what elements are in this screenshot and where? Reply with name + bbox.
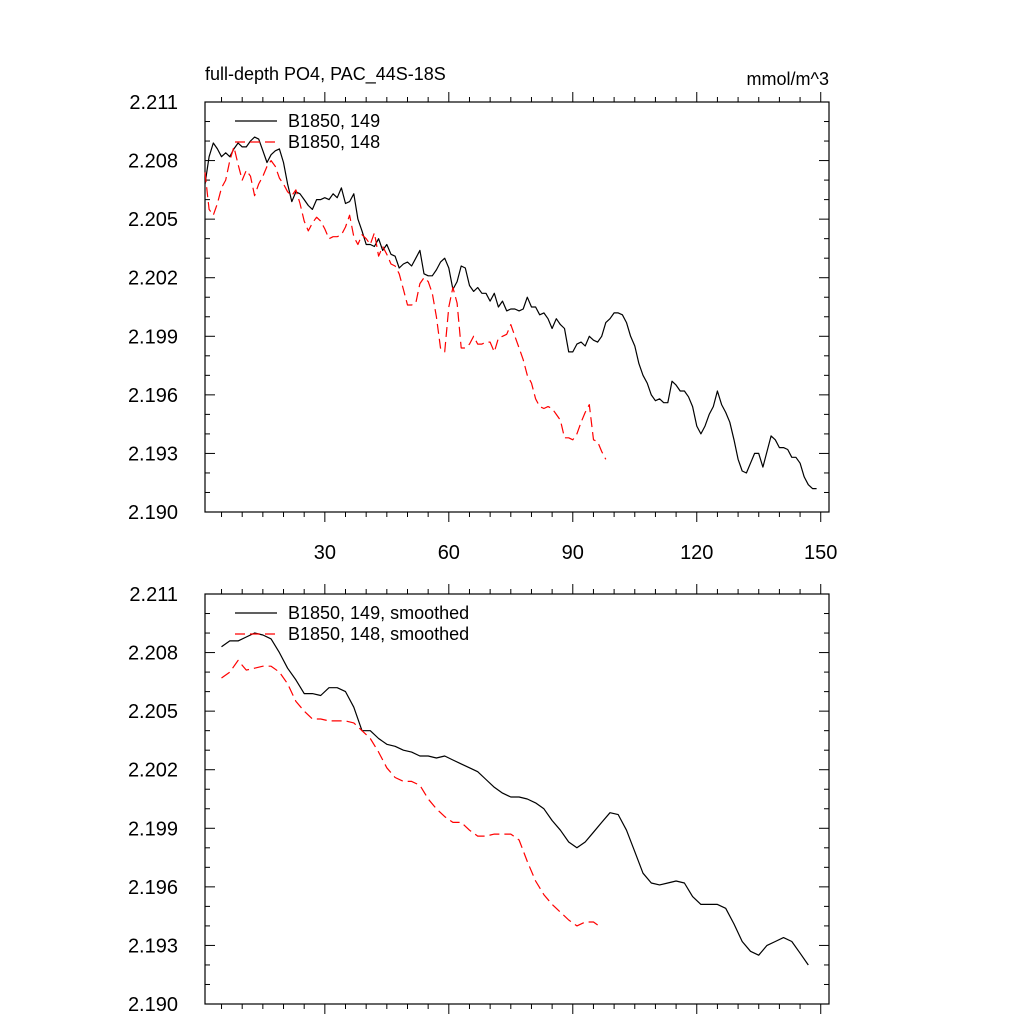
y-tick-label: 2.199 xyxy=(128,818,178,840)
y-tick-label: 2.193 xyxy=(128,443,178,465)
x-tick-label: 60 xyxy=(438,542,460,564)
y-tick-label: 2.202 xyxy=(128,268,178,290)
y-tick-label: 2.208 xyxy=(128,643,178,665)
y-tick-label: 2.205 xyxy=(128,209,178,231)
legend-label-1: B1850, 149 xyxy=(288,111,380,131)
series-lines xyxy=(221,632,809,966)
plot-frame xyxy=(204,101,830,513)
x-tick-labels: 30 60 90 120 150 xyxy=(314,542,838,564)
x-tick-label: 30 xyxy=(314,542,336,564)
series-line-1 xyxy=(221,632,809,966)
units-label: mmol/m^3 xyxy=(747,69,829,89)
y-tick-label: 2.211 xyxy=(129,92,178,114)
legend-label-2: B1850, 148, smoothed xyxy=(288,624,469,644)
y-tick-label: 2.211 xyxy=(129,584,178,606)
y-tick-label: 2.205 xyxy=(128,701,178,723)
series-line-2 xyxy=(204,146,607,460)
tick-marks xyxy=(205,92,829,522)
x-tick-label: 90 xyxy=(562,542,584,564)
y-tick-label: 2.196 xyxy=(128,877,178,899)
x-tick-label: 150 xyxy=(804,542,837,564)
series-lines xyxy=(204,136,817,490)
y-tick-labels: 2.190 2.193 2.196 2.199 2.202 2.205 2.208 2.211 xyxy=(128,92,178,524)
legend-label-2: B1850, 148 xyxy=(288,132,380,152)
y-tick-label: 2.199 xyxy=(128,326,178,348)
series-line-2 xyxy=(221,659,603,929)
tick-marks xyxy=(205,584,829,1014)
plot-frame xyxy=(204,593,830,1005)
y-tick-label: 2.208 xyxy=(128,151,178,173)
chart-title: full-depth PO4, PAC_44S-18S xyxy=(205,64,446,85)
x-tick-label: 120 xyxy=(680,542,713,564)
series-line-1 xyxy=(204,136,817,490)
legend-label-1: B1850, 149, smoothed xyxy=(288,603,469,623)
y-tick-labels: 2.190 2.193 2.196 2.199 2.202 2.205 2.208 2.211 xyxy=(128,584,178,1016)
top-chart-panel: full-depth PO4, PAC_44S-18S mmol/m^3 2.1… xyxy=(128,64,837,564)
y-tick-label: 2.202 xyxy=(128,760,178,782)
y-tick-label: 2.193 xyxy=(128,935,178,957)
y-tick-label: 2.190 xyxy=(128,502,178,524)
y-tick-label: 2.196 xyxy=(128,385,178,407)
y-tick-label: 2.190 xyxy=(128,994,178,1016)
bottom-chart-panel: 2.190 2.193 2.196 2.199 2.202 2.205 2.208 2.211… xyxy=(128,584,830,1016)
